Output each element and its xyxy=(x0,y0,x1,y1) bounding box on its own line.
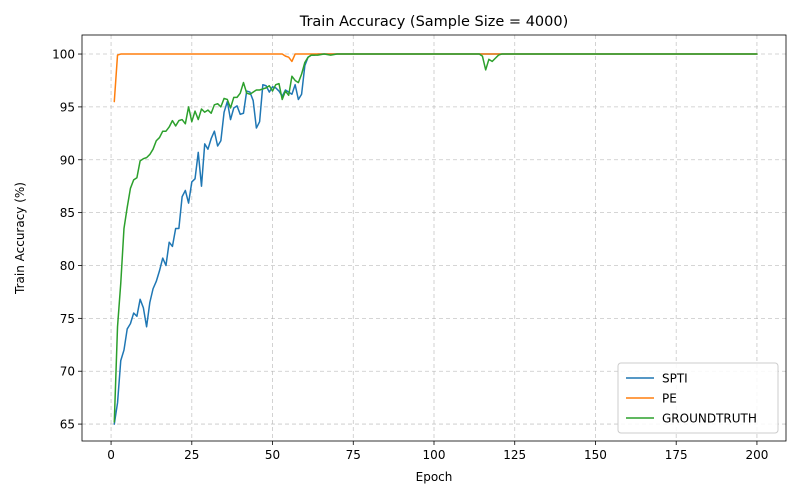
legend-box xyxy=(617,362,779,434)
legend-label-pe: PE xyxy=(662,392,677,406)
x-tick-label: 50 xyxy=(265,448,280,462)
legend-label-groundtruth: GROUNDTRUTH xyxy=(662,412,757,426)
y-tick-label: 70 xyxy=(60,365,75,379)
x-tick-label: 25 xyxy=(184,448,199,462)
y-tick-label: 75 xyxy=(60,312,75,326)
x-tick-label: 200 xyxy=(745,448,768,462)
y-tick-label: 80 xyxy=(60,259,75,273)
series-line-groundtruth xyxy=(113,53,758,423)
y-tick-label: 100 xyxy=(52,48,75,62)
x-tick-label: 75 xyxy=(346,448,361,462)
legend: SPTI PE GROUNDTRUTH xyxy=(617,362,779,434)
x-axis-title: Epoch xyxy=(416,470,453,484)
axis-ticks: 0 25 50 75 100 125 150 175 200 65 70 75 80 85 90 95 100 xyxy=(52,48,768,462)
x-tick-label: 0 xyxy=(107,448,115,462)
chart-title: Train Accuracy (Sample Size = 4000) xyxy=(299,14,569,30)
x-tick-label: 150 xyxy=(584,448,607,462)
x-tick-label: 100 xyxy=(423,448,446,462)
series-group xyxy=(113,53,758,425)
x-tick-label: 175 xyxy=(665,448,688,462)
y-tick-label: 95 xyxy=(60,100,75,114)
legend-label-spti: SPTI xyxy=(662,372,688,386)
y-tick-label: 85 xyxy=(60,206,75,220)
y-tick-label: 65 xyxy=(60,418,75,432)
y-tick-label: 90 xyxy=(60,153,75,167)
x-tick-label: 125 xyxy=(503,448,526,462)
y-axis-title: Train Accuracy (%) xyxy=(13,182,27,295)
